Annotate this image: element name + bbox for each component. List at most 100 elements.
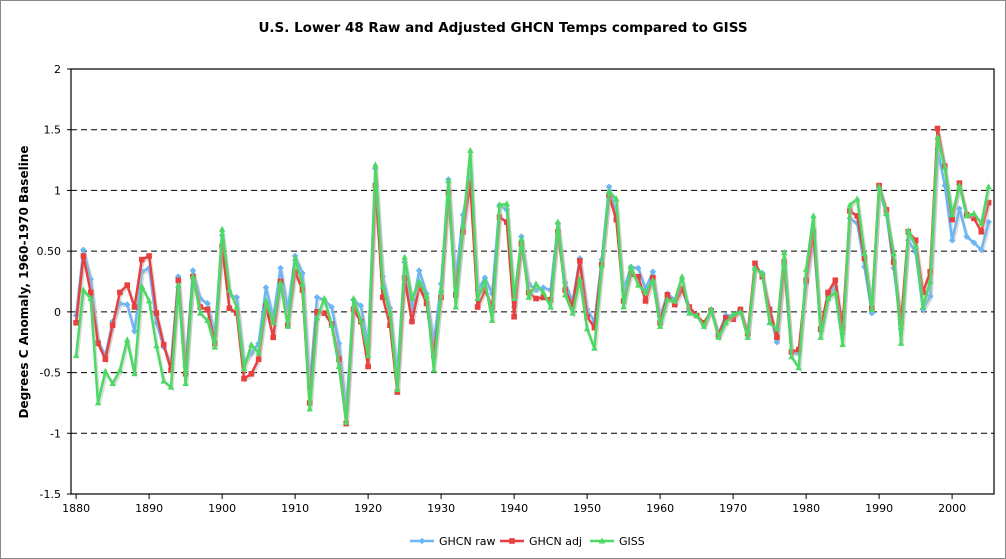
data-point-giss (72, 352, 80, 359)
x-tick-label: 1950 (573, 502, 601, 515)
data-point-giss (160, 377, 167, 384)
data-point-ghcn-raw (175, 273, 182, 280)
data-point-giss (708, 305, 715, 312)
data-point-giss (686, 309, 693, 316)
data-point-giss (262, 297, 270, 304)
data-point-ghcn-adj (613, 216, 620, 223)
data-point-ghcn-raw (189, 267, 197, 274)
legend-item: GHCN raw (410, 535, 495, 548)
x-tick-label: 1910 (281, 502, 309, 515)
data-point-giss (781, 248, 788, 255)
data-point-giss (985, 183, 992, 190)
data-point-giss (481, 278, 489, 284)
chart-title: U.S. Lower 48 Raw and Adjusted GHCN Temp… (258, 20, 747, 36)
data-point-ghcn-adj (248, 370, 255, 377)
data-point-ghcn-adj (664, 292, 671, 298)
x-tick-label: 1920 (354, 502, 382, 515)
data-point-giss (562, 291, 569, 298)
data-point-ghcn-raw (131, 327, 138, 335)
data-point-giss (905, 227, 912, 233)
data-point-ghcn-adj (949, 216, 955, 223)
data-point-giss (715, 333, 722, 340)
data-point-ghcn-raw (277, 264, 284, 272)
data-point-ghcn-adj (679, 285, 685, 292)
data-point-ghcn-adj (796, 346, 802, 353)
data-point-giss (197, 309, 204, 316)
data-point-ghcn-adj (379, 294, 386, 301)
data-point-ghcn-adj (80, 253, 87, 259)
x-tick-label: 1970 (719, 502, 747, 515)
series-line-shadow (76, 130, 992, 426)
y-tick-label: 2 (54, 63, 61, 76)
data-point-giss (846, 201, 854, 208)
data-point-giss (306, 405, 313, 412)
data-point-giss (766, 319, 773, 326)
data-point-ghcn-adj (226, 305, 233, 312)
data-point-giss (189, 273, 197, 280)
data-point-ghcn-adj (73, 319, 79, 326)
data-point-giss (510, 295, 518, 301)
data-point-ghcn-raw (313, 293, 321, 301)
data-point-giss (978, 219, 985, 226)
data-point-giss (613, 195, 620, 202)
data-point-giss (693, 312, 700, 318)
data-point-giss (583, 325, 591, 332)
data-point-ghcn-raw (963, 233, 970, 240)
data-point-ghcn-adj (978, 228, 985, 235)
data-point-giss (569, 309, 576, 316)
data-point-giss (248, 341, 255, 348)
data-point-ghcn-adj (95, 340, 101, 347)
data-point-ghcn-raw (80, 246, 87, 254)
data-point-giss (941, 163, 948, 170)
legend-label: GHCN raw (439, 535, 495, 548)
data-point-giss (277, 279, 284, 286)
data-point-ghcn-adj (577, 258, 583, 264)
data-point-giss (182, 380, 189, 386)
data-point-ghcn-adj (825, 289, 831, 296)
data-point-ghcn-raw (634, 264, 642, 272)
data-point-giss (671, 297, 678, 304)
data-point-giss (518, 235, 525, 242)
data-point-ghcn-adj (533, 295, 539, 302)
legend-item: GHCN adj (500, 535, 582, 548)
data-point-giss (94, 399, 102, 406)
series-group (72, 125, 992, 427)
data-point-giss (270, 319, 277, 326)
data-point-giss (467, 146, 474, 153)
data-point-ghcn-raw (233, 293, 241, 301)
data-point-ghcn-adj (270, 334, 277, 341)
data-point-giss (394, 386, 401, 393)
data-point-giss (751, 264, 759, 271)
data-point-ghcn-adj (752, 260, 758, 267)
data-point-giss (591, 344, 598, 351)
data-point-ghcn-adj (87, 289, 94, 296)
series-line-ghcn-raw (74, 147, 990, 412)
data-point-giss (80, 286, 87, 293)
data-point-ghcn-adj (569, 302, 576, 309)
data-point-giss (744, 333, 751, 340)
data-point-giss (832, 288, 839, 295)
data-point-giss (627, 263, 635, 270)
data-point-giss (540, 288, 547, 295)
data-point-ghcn-raw (145, 264, 153, 272)
data-point-ghcn-raw (357, 302, 365, 310)
data-point-giss (861, 250, 868, 257)
y-tick-label: -1 (50, 427, 61, 440)
data-point-giss (503, 200, 511, 207)
data-point-giss (897, 339, 905, 346)
data-point-ghcn-raw (956, 205, 963, 212)
data-point-giss (795, 364, 803, 371)
data-point-giss (474, 295, 481, 301)
data-point-ghcn-adj (912, 237, 919, 244)
data-point-giss (437, 286, 445, 293)
data-point-giss (284, 322, 292, 329)
data-point-ghcn-raw (773, 338, 781, 346)
data-point-giss (255, 349, 262, 356)
data-point-giss (759, 270, 766, 277)
y-tick-label: 1.5 (44, 124, 62, 137)
data-point-giss (445, 177, 452, 184)
series-line-shadow (76, 138, 992, 425)
data-point-giss (218, 225, 226, 232)
data-point-giss (233, 303, 240, 310)
